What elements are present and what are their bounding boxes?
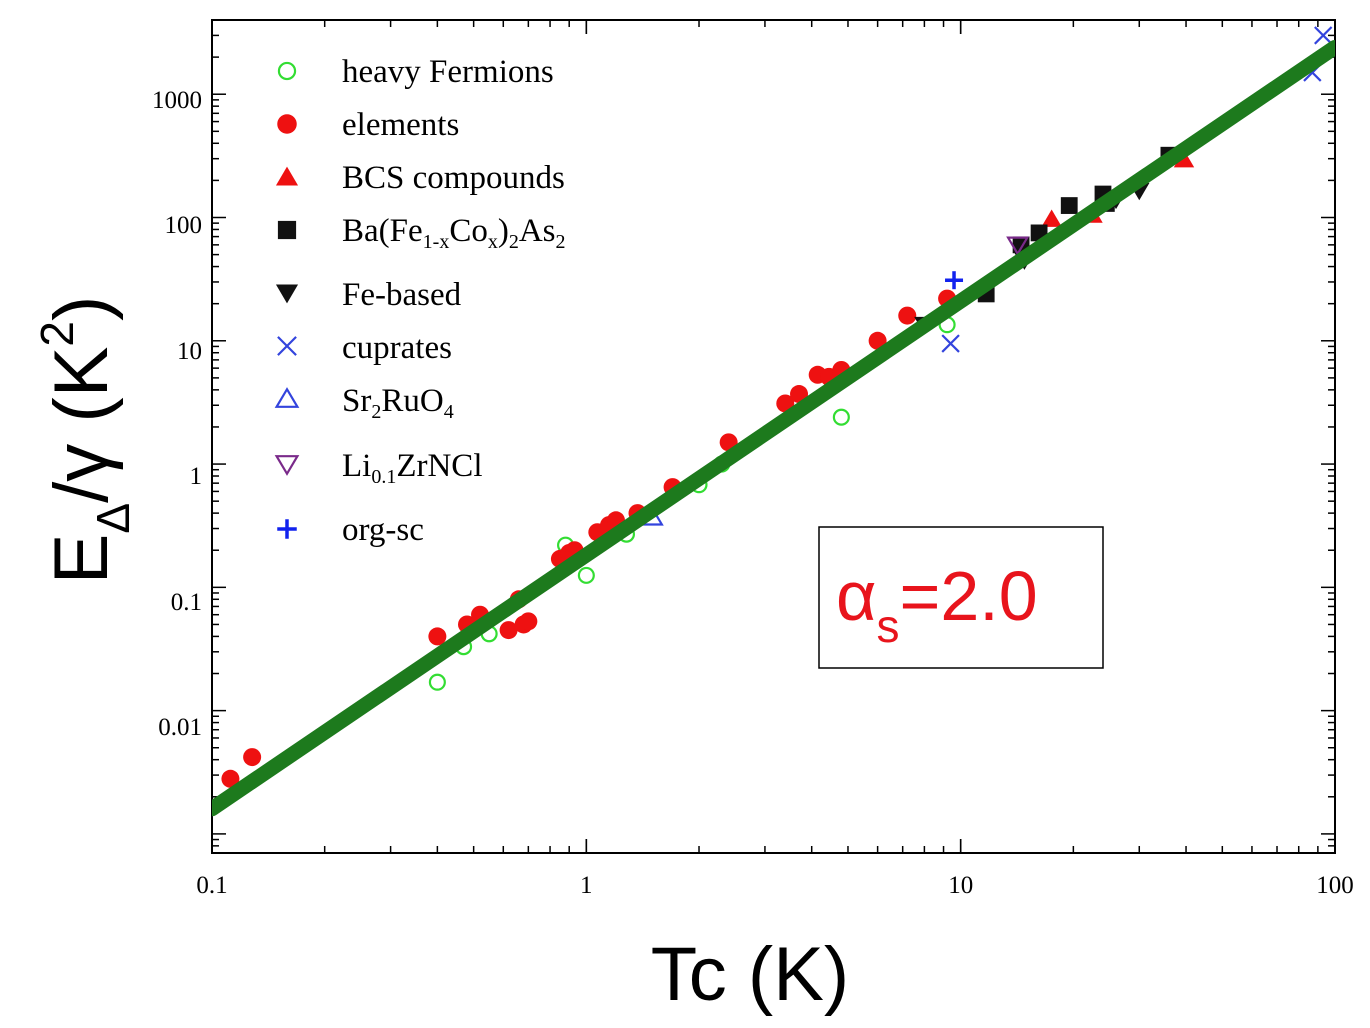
point-elements-23: [868, 331, 887, 350]
legend-label-sr2ruo4: Sr2RuO4: [342, 383, 454, 423]
y-axis-title: EΔ/γ (K2): [31, 296, 139, 585]
point-cuprates-2: [1314, 26, 1333, 45]
point-elements-24: [898, 306, 917, 325]
x-tick-label-10: 10: [948, 872, 973, 899]
point-elements-1: [243, 748, 262, 767]
point-elements-2: [428, 627, 447, 646]
point-bcs-compounds-0: [1041, 209, 1062, 227]
annotation-text: αs=2.0: [836, 557, 1038, 652]
y-tick-labels: 0.01 0.1 1 10 100 1000: [152, 87, 202, 741]
legend-marker-cuprates: [277, 336, 297, 356]
legend-marker-li0-1zrncl: [274, 455, 300, 476]
y-tick-label-10: 10: [177, 338, 202, 365]
alpha-annotation: αs=2.0: [818, 526, 1104, 669]
legend-label-org-sc: org-sc: [342, 512, 424, 548]
x-tick-label-0-1: 0.1: [196, 872, 227, 899]
point-elements-8: [519, 612, 538, 631]
legend-label-cuprates: cuprates: [342, 330, 452, 366]
axis-ticks: [211, 19, 1336, 854]
legend-marker-fe-based: [275, 284, 299, 304]
point-org-sc-0: [945, 271, 964, 290]
y-tick-label-0-1: 0.1: [171, 589, 202, 616]
point-heavy-fermions-8: [832, 408, 850, 426]
point-heavy-fermions-4: [577, 566, 595, 584]
x-tick-label-100: 100: [1316, 872, 1354, 899]
x-axis-title: Tc (K): [651, 932, 849, 1017]
fit-line: [212, 39, 1335, 817]
y-tick-label-100: 100: [165, 212, 203, 239]
y-tick-label-0-01: 0.01: [158, 714, 202, 741]
legend-marker-ba-fe1-xcox-2as2: [277, 220, 297, 240]
point-elements-0: [221, 769, 240, 788]
legend-label-fe-based: Fe-based: [342, 277, 462, 313]
legend-label-bcs-compounds: BCS compounds: [342, 160, 565, 196]
y-tick-label-1: 1: [190, 463, 203, 490]
point-cuprates-0: [941, 334, 960, 353]
legend-label-elements: elements: [342, 107, 459, 143]
legend-marker-heavy-fermions: [277, 61, 297, 81]
point-li0-1zrncl-0: [1006, 236, 1030, 257]
point-elements-5: [499, 621, 518, 640]
legend-label-heavy-fermions: heavy Fermions: [342, 54, 554, 90]
x-tick-labels: 0.1 1 10 100: [196, 872, 1353, 899]
point-ba-fe1-xcox-2as2-3: [1060, 197, 1078, 214]
legend-markers: [274, 61, 300, 539]
x-tick-label-1: 1: [580, 872, 593, 899]
legend-label-lizrncl: Li0.1ZrNCl: [342, 448, 483, 488]
legend-marker-bcs-compounds: [275, 166, 299, 186]
point-heavy-fermions-0: [428, 673, 446, 691]
y-tick-label-1000: 1000: [152, 87, 202, 114]
legend-marker-sr2ruo4: [274, 387, 300, 408]
legend-label-bafeco: Ba(Fe1-xCox)2As2: [342, 213, 566, 253]
legend: heavy Fermions elements BCS compounds Ba…: [274, 54, 566, 548]
annotation-box: [818, 526, 1104, 669]
point-elements-19: [790, 385, 809, 404]
legend-marker-elements: [277, 114, 297, 134]
legend-marker-org-sc: [277, 519, 297, 539]
